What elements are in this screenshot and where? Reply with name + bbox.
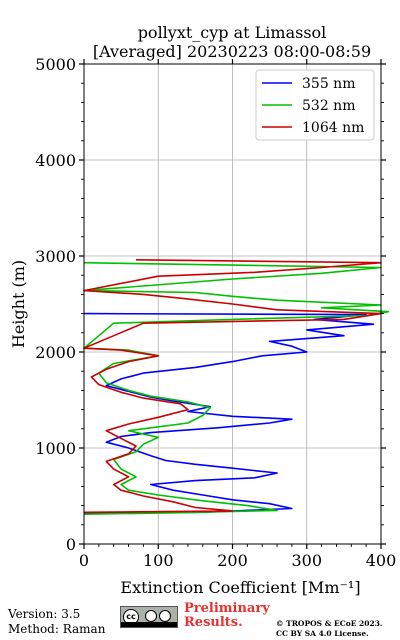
legend-label: 532 nm (302, 98, 355, 114)
legend-label: 1064 nm (302, 120, 364, 136)
cc-license-badge-icon: cc (120, 606, 178, 628)
y-tick-label: 0 (66, 535, 76, 554)
legend-label: 355 nm (302, 76, 355, 92)
preliminary-notice: Preliminary Results. (184, 602, 270, 630)
by-icon (145, 610, 157, 622)
version-label: Version: 3.5 (8, 607, 81, 621)
chart-title-line2: [Averaged] 20230223 08:00-08:59 (92, 42, 372, 61)
y-tick-label: 1000 (35, 439, 76, 458)
legend-box (255, 69, 375, 141)
copyright-notice: © TROPOS & ECoE 2023. CC BY SA 4.0 Licen… (276, 619, 383, 639)
y-axis-label: Height (m) (9, 260, 28, 348)
x-tick-label: 200 (217, 551, 248, 570)
y-tick-label: 4000 (35, 151, 76, 170)
y-tick-label: 3000 (35, 247, 76, 266)
method-label: Method: Raman (8, 622, 106, 636)
y-tick-label: 5000 (35, 55, 76, 74)
preliminary-line2: Results. (184, 615, 243, 630)
copyright-line1: © TROPOS & ECoE 2023. (276, 619, 383, 628)
series-line (83, 259, 382, 514)
x-tick-label: 100 (143, 551, 174, 570)
copyright-line2: CC BY SA 4.0 License. (276, 629, 369, 638)
series-line (83, 312, 375, 515)
series-line (83, 261, 390, 515)
badge-strip (121, 622, 177, 627)
x-tick-label: 0 (79, 551, 89, 570)
x-tick-label: 400 (366, 551, 397, 570)
preliminary-line1: Preliminary (184, 601, 270, 616)
y-tick-label: 2000 (35, 343, 76, 362)
chart-title-line1: pollyxt_cyp at Limassol (137, 23, 327, 42)
sa-icon (159, 610, 171, 622)
x-tick-label: 300 (291, 551, 322, 570)
x-axis-label: Extinction Coefficient [Mm⁻¹] (120, 578, 360, 597)
